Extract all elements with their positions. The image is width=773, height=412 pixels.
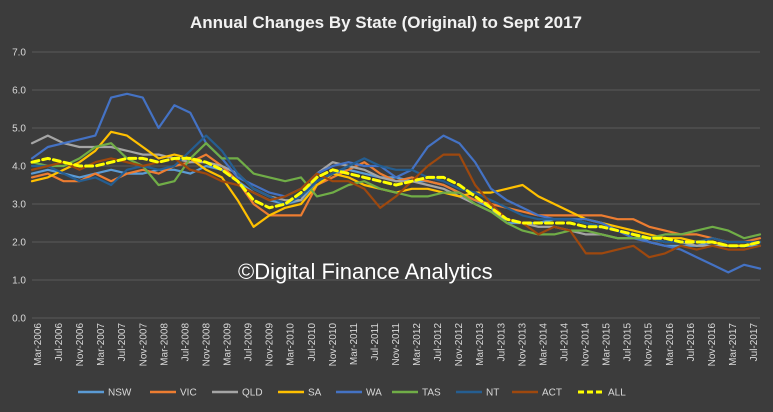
y-tick-label: 0.0 xyxy=(12,314,26,325)
legend-item-vic: VIC xyxy=(150,388,197,399)
legend-item-tas: TAS xyxy=(392,388,441,399)
series-lines xyxy=(30,92,762,274)
x-tick-label: Mar-2012 xyxy=(412,323,423,366)
x-tick-label: Nov-2007 xyxy=(138,323,149,367)
x-tick-label: Mar-2011 xyxy=(349,323,360,365)
legend-label: NSW xyxy=(108,388,132,399)
x-tick-label: Nov-2011 xyxy=(391,323,402,366)
y-tick-label: 4.0 xyxy=(12,162,26,173)
y-tick-label: 6.0 xyxy=(12,86,26,97)
x-tick-label: Jul-2010 xyxy=(307,323,318,362)
x-tick-label: Nov-2008 xyxy=(201,323,212,367)
legend-item-wa: WA xyxy=(336,388,382,399)
x-tick-label: Nov-2016 xyxy=(707,323,718,367)
x-tick-label: Mar-2013 xyxy=(475,323,486,366)
x-tick-label: Jul-2016 xyxy=(686,323,697,362)
x-tick-label: Nov-2006 xyxy=(75,323,86,367)
grid-lines xyxy=(32,51,760,319)
x-tick-label: Jul-2012 xyxy=(433,323,444,362)
series-line-act xyxy=(30,153,762,259)
x-tick-label: Jul-2009 xyxy=(244,323,255,362)
x-tick-label: Nov-2014 xyxy=(581,323,592,367)
legend-label: VIC xyxy=(180,388,197,399)
x-tick-label: Jul-2011 xyxy=(370,323,381,361)
legend-item-all: ALL xyxy=(578,388,626,399)
series-line-tas xyxy=(30,142,762,240)
x-tick-label: Jul-2008 xyxy=(180,323,191,362)
legend: NSW VIC QLD SA WA TAS NT ACT ALL xyxy=(78,388,626,399)
legend-label: SA xyxy=(308,388,322,399)
x-tick-label: Nov-2010 xyxy=(328,323,339,367)
y-tick-label: 3.0 xyxy=(12,200,26,211)
x-tick-label: Nov-2009 xyxy=(265,323,276,367)
x-tick-label: Mar-2015 xyxy=(602,323,613,366)
legend-item-act: ACT xyxy=(512,388,562,399)
x-tick-label: Nov-2012 xyxy=(454,323,465,367)
legend-item-nt: NT xyxy=(456,388,499,399)
x-tick-label: Jul-2006 xyxy=(54,323,65,362)
y-tick-label: 7.0 xyxy=(12,48,26,59)
x-tick-label: Mar-2007 xyxy=(96,323,107,366)
x-tick-label: Nov-2013 xyxy=(517,323,528,367)
series-line-qld xyxy=(30,134,762,247)
x-tick-label: Mar-2008 xyxy=(159,323,170,366)
series-line-sa xyxy=(30,130,762,247)
y-tick-label: 2.0 xyxy=(12,238,26,249)
x-tick-label: Jul-2017 xyxy=(749,323,760,362)
x-tick-label: Mar-2010 xyxy=(286,323,297,366)
x-tick-label: Mar-2006 xyxy=(33,323,44,366)
y-tick-label: 5.0 xyxy=(12,124,26,135)
x-tick-label: Nov-2015 xyxy=(644,323,655,367)
series-line-wa xyxy=(30,92,762,274)
y-tick-label: 1.0 xyxy=(12,276,26,287)
x-tick-label: Jul-2013 xyxy=(496,323,507,362)
series-line-all xyxy=(30,156,762,248)
legend-item-sa: SA xyxy=(278,388,322,399)
watermark: ©Digital Finance Analytics xyxy=(238,259,493,284)
legend-label: WA xyxy=(366,388,382,399)
x-tick-label: Mar-2017 xyxy=(728,323,739,366)
x-tick-label: Mar-2016 xyxy=(665,323,676,366)
y-axis-ticks: 0.0 1.0 2.0 3.0 4.0 5.0 6.0 7.0 xyxy=(12,48,26,325)
series-line-nt xyxy=(30,134,762,244)
x-tick-label: Mar-2009 xyxy=(223,323,234,366)
legend-item-nsw: NSW xyxy=(78,388,132,399)
legend-item-qld: QLD xyxy=(212,388,263,399)
x-tick-label: Jul-2014 xyxy=(559,323,570,362)
legend-label: ACT xyxy=(542,388,562,399)
series-line-vic xyxy=(30,153,762,244)
legend-label: NT xyxy=(486,388,499,399)
x-tick-label: Jul-2015 xyxy=(623,323,634,362)
legend-label: QLD xyxy=(242,388,263,399)
chart-title: Annual Changes By State (Original) to Se… xyxy=(190,13,582,32)
legend-label: TAS xyxy=(422,388,441,399)
legend-label: ALL xyxy=(608,388,626,399)
x-axis-ticks: Mar-2006 Jul-2006 Nov-2006 Mar-2007 Jul-2007… xyxy=(33,323,760,367)
x-tick-label: Jul-2007 xyxy=(117,323,128,362)
x-tick-label: Mar-2014 xyxy=(538,323,549,366)
